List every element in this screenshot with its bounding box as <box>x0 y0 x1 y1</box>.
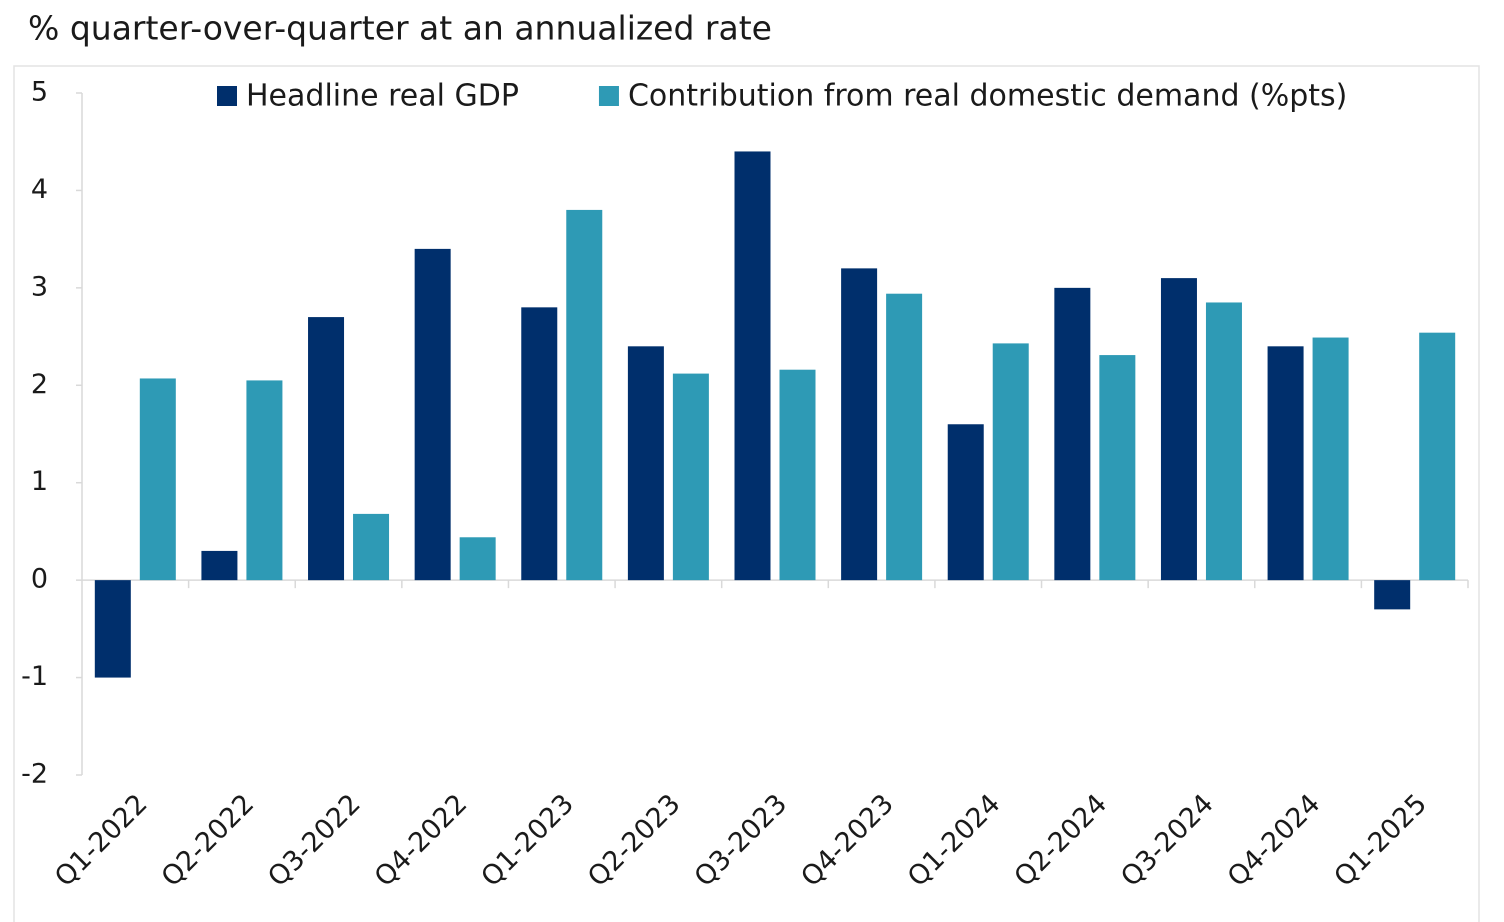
bar <box>886 293 923 581</box>
x-tick-label: Q4-2023 <box>795 788 900 893</box>
y-tick-label: -2 <box>21 759 48 790</box>
bar <box>308 317 345 581</box>
bar <box>947 424 984 581</box>
bar <box>1374 580 1411 610</box>
bar <box>246 380 283 581</box>
bar <box>1267 346 1304 581</box>
x-tick-label: Q2-2022 <box>156 788 261 893</box>
bar <box>1312 337 1349 581</box>
x-tick-label: Q3-2022 <box>262 788 367 893</box>
bar <box>139 378 176 581</box>
bar <box>841 268 878 581</box>
x-tick-label: Q2-2023 <box>582 788 687 893</box>
bar <box>779 369 816 581</box>
legend-swatch <box>598 86 619 106</box>
legend-swatch <box>217 86 237 106</box>
y-tick-label: 3 <box>31 271 48 302</box>
y-tick-label: 1 <box>31 466 48 497</box>
x-tick-label: Q1-2022 <box>49 788 154 893</box>
bar <box>566 209 603 581</box>
bar <box>734 151 771 581</box>
bar <box>414 248 451 581</box>
legend-label: Headline real GDP <box>246 79 519 114</box>
bar <box>1205 302 1242 581</box>
x-tick-label: Q4-2024 <box>1222 788 1327 893</box>
bar <box>201 550 238 581</box>
y-tick-label: -1 <box>21 661 48 692</box>
x-tick-label: Q4-2022 <box>369 788 474 893</box>
bar <box>672 373 709 581</box>
bar <box>627 346 664 581</box>
chart-title: % quarter-over-quarter at an annualized … <box>28 9 772 48</box>
bar <box>353 513 390 581</box>
y-tick-label: 2 <box>31 369 48 400</box>
bar <box>521 307 558 581</box>
x-tick-label: Q1-2023 <box>475 788 580 893</box>
y-tick-label: 5 <box>31 77 48 108</box>
y-tick-label: 0 <box>31 564 48 595</box>
x-tick-label: Q3-2024 <box>1115 788 1220 893</box>
x-tick-label: Q1-2024 <box>902 788 1007 893</box>
chart-frame <box>13 65 1480 922</box>
bar <box>992 343 1029 581</box>
y-tick-label: 4 <box>31 174 48 205</box>
bar <box>94 580 131 678</box>
bar <box>1099 355 1136 581</box>
x-tick-label: Q2-2024 <box>1009 788 1114 893</box>
bar <box>1419 332 1456 581</box>
x-tick-label: Q3-2023 <box>689 788 794 893</box>
legend-label: Contribution from real domestic demand (… <box>628 79 1347 114</box>
bar <box>1054 287 1091 581</box>
x-tick-label: Q1-2025 <box>1328 788 1433 893</box>
bar <box>459 537 496 581</box>
bar <box>1160 278 1197 581</box>
